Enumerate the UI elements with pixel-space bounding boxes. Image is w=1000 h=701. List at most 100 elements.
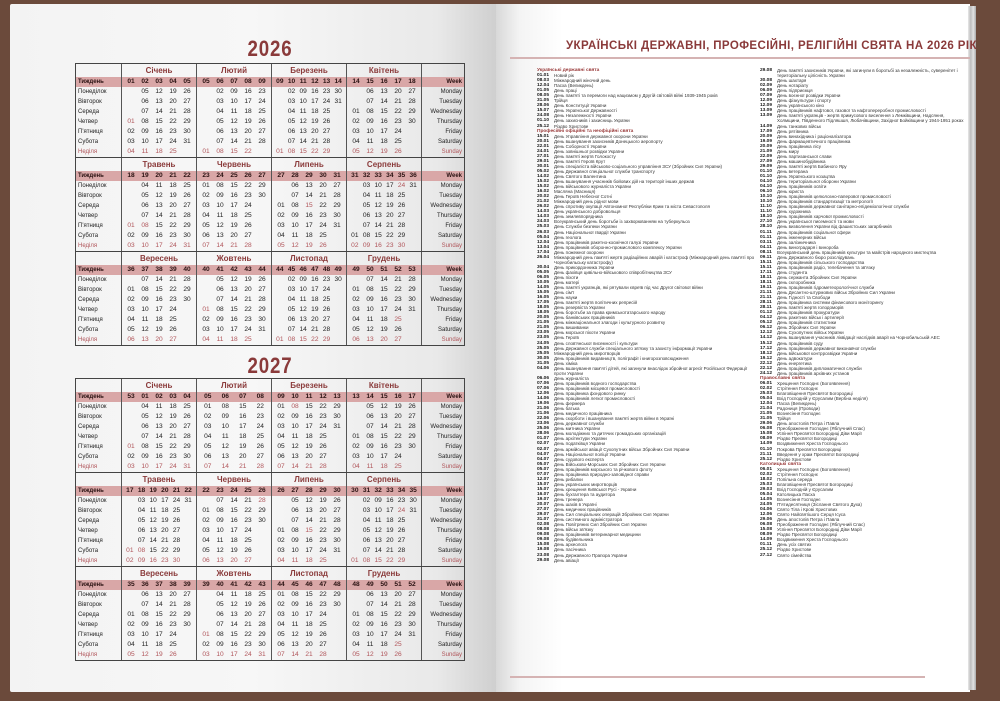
day-cell: 02 (127, 453, 135, 460)
month-name: Липень (271, 473, 346, 486)
holiday-item: 19.06 День фермера (537, 401, 759, 406)
holiday-item: 15.11 День працівників радіо, телебачення… (760, 265, 965, 270)
day-cell: 12 (230, 276, 238, 283)
holiday-date: 07.07 (537, 471, 550, 477)
day-cell: 02 (352, 118, 360, 125)
week-numbers: 49 50 51 52 53 (346, 265, 421, 275)
day-cell: 31 (333, 423, 341, 430)
week-number: 04 (169, 78, 177, 85)
holiday-date: 11.10 (760, 204, 772, 210)
holiday-date: 28.11 (760, 300, 772, 306)
section-heading: Українські державні свята (537, 68, 600, 73)
holiday-name: День працівників державної санітарно-епі… (777, 204, 909, 210)
day-row: 06 13 20 27 (121, 201, 196, 211)
holiday-date: 12.04 (760, 401, 773, 407)
holiday-item: 27.09 День машинобудівника (760, 159, 965, 164)
holiday-date: 17.09 (760, 128, 773, 134)
week-number: 23 (216, 487, 224, 494)
holiday-item: 05.05 День фахівця цивільно-військового с… (537, 270, 759, 275)
day-row: 07 14 21 28 (121, 107, 196, 117)
day-row: 03 10 17 24 31 (271, 546, 346, 556)
day-cell: 07 (277, 651, 285, 658)
holiday-item: 07.06 День працівників місцевої промислов… (537, 386, 759, 391)
holiday-date: 10.10 (760, 194, 773, 200)
day-cell: 03 (127, 463, 135, 470)
day-cell: 14 (155, 108, 163, 115)
day-row: 05 12 19 26 (196, 275, 271, 285)
day-row: 03 10 17 24 31 (121, 496, 196, 506)
day-cell: 13 (366, 336, 374, 343)
day-cell: 22 (386, 232, 394, 239)
month-name: Квітень (346, 64, 421, 77)
day-cell: 21 (311, 326, 319, 333)
day-cell: 02 (204, 413, 212, 420)
day-cell (124, 201, 138, 211)
day-cell: 19 (380, 326, 388, 333)
week-number: 25 (244, 487, 252, 494)
holiday-name: День територіальної оборони України (777, 179, 856, 185)
holiday-date: 04.06 (760, 507, 773, 513)
holiday-name: Різдво Пресвятої Богородиці (777, 436, 838, 442)
day-cell: 07 (141, 601, 149, 608)
day-label-en: Monday (421, 181, 464, 191)
holiday-date: 04.07 (537, 451, 550, 457)
day-cell: 16 (305, 537, 313, 544)
day-row: 05 12 19 26 (121, 650, 196, 660)
day-cell: 04 (202, 212, 210, 219)
day-cell (255, 147, 269, 157)
day-cell: 13 (216, 557, 224, 564)
day-row: 03 10 17 24 31 (271, 221, 346, 231)
day-cell: 24 (169, 242, 177, 249)
holiday-item: 19.11 День працівників гідрометеорологічн… (760, 285, 965, 290)
holiday-date: 20.07 (537, 502, 550, 508)
day-cell: 25 (258, 108, 266, 115)
holiday-item: 08.05 День пам'яті та перемоги над нацизм… (537, 93, 759, 98)
holiday-name: День нотаріату (777, 83, 809, 89)
day-cell (274, 117, 286, 127)
holiday-item: 01.11 День інженерних військ (760, 235, 965, 240)
day-row: 07 14 21 28 (271, 516, 346, 526)
holiday-item: 02.02 Стрітення Господнє (760, 386, 965, 391)
week-number: 13 (322, 78, 331, 85)
week-number: 13 (333, 393, 341, 400)
holiday-item: 06.01 Хрещення Господнє (Богоявлення) (760, 381, 965, 386)
calendar-table: Тиждень Понеділок Вівторок Середа Четвер П'ят… (75, 63, 465, 346)
label-spacer (76, 567, 121, 580)
day-cell: 04 (127, 316, 135, 323)
day-cell (330, 640, 344, 650)
day-cell: 17 (380, 306, 388, 313)
day-row: 01 08 15 22 29 (346, 610, 421, 620)
day-cell: 24 (322, 98, 331, 105)
day-cell: 24 (394, 631, 402, 638)
holiday-item: 21.09 День миру (760, 149, 965, 154)
day-label: Вівторок (78, 602, 102, 608)
week-number: 44 (258, 266, 266, 273)
day-cell: 24 (169, 138, 177, 145)
day-cell (274, 127, 286, 137)
day-cell: 30 (408, 621, 416, 628)
holiday-name: День Військово-Морських Сил Збройних Сил… (554, 461, 666, 467)
day-cell: 09 (137, 557, 146, 564)
holiday-name: День шахтаря (777, 78, 807, 84)
day-cell (330, 610, 344, 620)
holiday-date: 12.09 (760, 103, 773, 109)
day-cell: 12 (155, 192, 163, 199)
holiday-date: 01.11 (760, 229, 772, 235)
day-cell: 10 (299, 98, 307, 105)
day-label-en: Sunday (421, 556, 464, 566)
day-row: 07 14 21 28 (346, 221, 421, 231)
day-cell: 11 (155, 403, 163, 410)
holiday-name: День науки (554, 295, 578, 301)
week-number: 29 (319, 487, 327, 494)
week-numbers: 17 18 19 20 21 22 (121, 486, 196, 496)
day-row: 03 10 17 24 (271, 610, 346, 620)
holiday-item: 01.10 День Українського козацтва (760, 174, 965, 179)
day-cell: 18 (305, 621, 313, 628)
holiday-date: 13.09 (760, 108, 773, 114)
holiday-name: День пам'яті Героїв Крут (554, 158, 606, 164)
holiday-name: День податківця України (554, 441, 606, 447)
day-cell: 20 (169, 423, 177, 430)
week-numbers: 27 28 29 30 31 (271, 171, 346, 181)
week-numbers: 53 01 02 03 04 (121, 392, 196, 402)
week-number: 37 (141, 266, 149, 273)
